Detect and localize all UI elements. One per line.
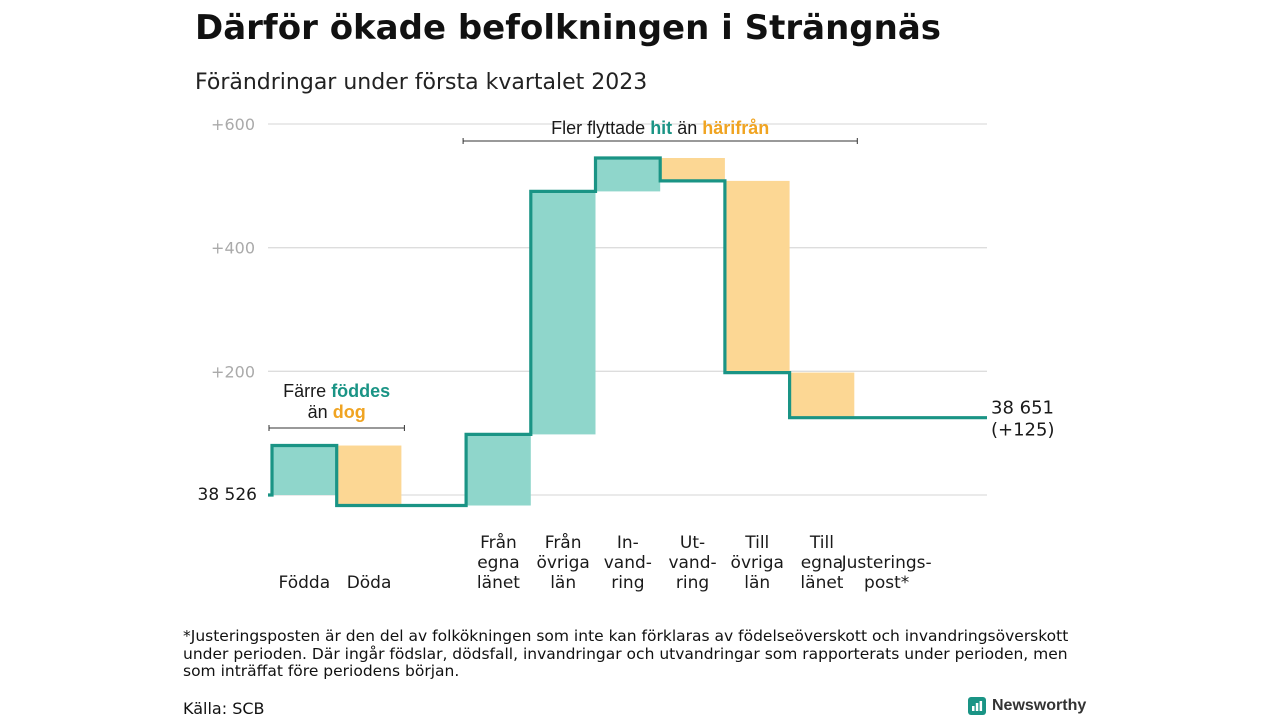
moves-annotation-part: härifrån (702, 118, 769, 138)
category-label: länet (800, 573, 843, 593)
newsworthy-logo-icon (968, 697, 986, 715)
category-label: In- (617, 533, 639, 553)
bar (530, 191, 596, 435)
chart-subtitle: Förändringar under första kvartalet 2023 (195, 70, 648, 95)
moves-annotation: Fler flyttade hit än härifrån (551, 118, 769, 138)
category-label: länet (477, 573, 520, 593)
bar (660, 158, 725, 181)
category-label: egna (477, 553, 519, 573)
step-line (268, 156, 987, 508)
births-annotation-line2-part: än (308, 402, 333, 422)
y-tick-label: +600 (211, 115, 255, 134)
category-label: Döda (347, 573, 392, 593)
category-label: ring (611, 573, 644, 593)
source-label: Källa: SCB (183, 699, 265, 718)
category-label: Från (480, 532, 517, 553)
y-tick-label: +200 (211, 362, 255, 381)
brand-logo: Newsworthy (968, 697, 1086, 715)
category-label: vand- (604, 553, 652, 573)
bar (466, 434, 531, 506)
bar (724, 180, 790, 373)
brand-name: Newsworthy (992, 697, 1087, 714)
category-label: övriga (536, 553, 589, 573)
moves-annotation-part: hit (650, 118, 672, 138)
category-label: övriga (731, 553, 784, 573)
births-annotation-line1: Färre föddes (283, 381, 390, 401)
category-label: Till (809, 533, 834, 553)
category-label: vand- (668, 553, 716, 573)
category-label: ring (676, 573, 709, 593)
category-label: Justerings- (841, 553, 932, 573)
start-value-label: 38 526 (198, 485, 257, 505)
category-label: egna (801, 553, 843, 573)
category-label: län (550, 573, 576, 593)
bar (336, 445, 402, 506)
bar (272, 445, 337, 495)
y-tick-label: +400 (211, 239, 255, 258)
category-label: län (744, 573, 770, 593)
births-annotation-line2: än dog (308, 402, 366, 422)
bar (595, 158, 661, 192)
moves-annotation-part: Fler flyttade (551, 118, 650, 138)
end-change-label: (+125) (991, 420, 1054, 441)
births-annotation-line1-part: Färre (283, 381, 331, 401)
chart-title: Därför ökade befolkningen i Strängnäs (195, 8, 942, 48)
category-label: Födda (279, 573, 331, 593)
bar (789, 372, 855, 418)
footnote: *Justeringsposten är den del av folkökni… (183, 627, 1069, 680)
births-annotation-line2-part: dog (333, 402, 366, 422)
category-label: Från (545, 532, 582, 553)
category-label: Ut- (680, 533, 705, 553)
births-annotation-line1-part: föddes (331, 381, 390, 401)
category-label: Till (744, 533, 769, 553)
end-value-label: 38 651 (991, 398, 1054, 419)
moves-annotation-part: än (672, 118, 702, 138)
category-label: post* (864, 573, 909, 593)
